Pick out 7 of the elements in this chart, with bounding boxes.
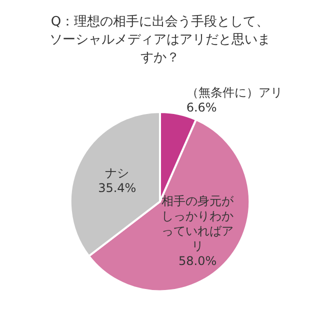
- data-label: 58.0%: [178, 254, 217, 268]
- slice-label: （無条件に）アリ: [186, 86, 282, 100]
- slice-label: 相手の身元がしっかりわかっていればアリ: [162, 194, 235, 254]
- data-label: 6.6%: [186, 100, 217, 115]
- data-label: 35.4%: [98, 180, 136, 195]
- slice-label: ナシ: [105, 166, 130, 180]
- chart-title: Q：理想の相手に出会う手段として、ソーシャルメディアはアリだと思いますか？: [50, 14, 270, 66]
